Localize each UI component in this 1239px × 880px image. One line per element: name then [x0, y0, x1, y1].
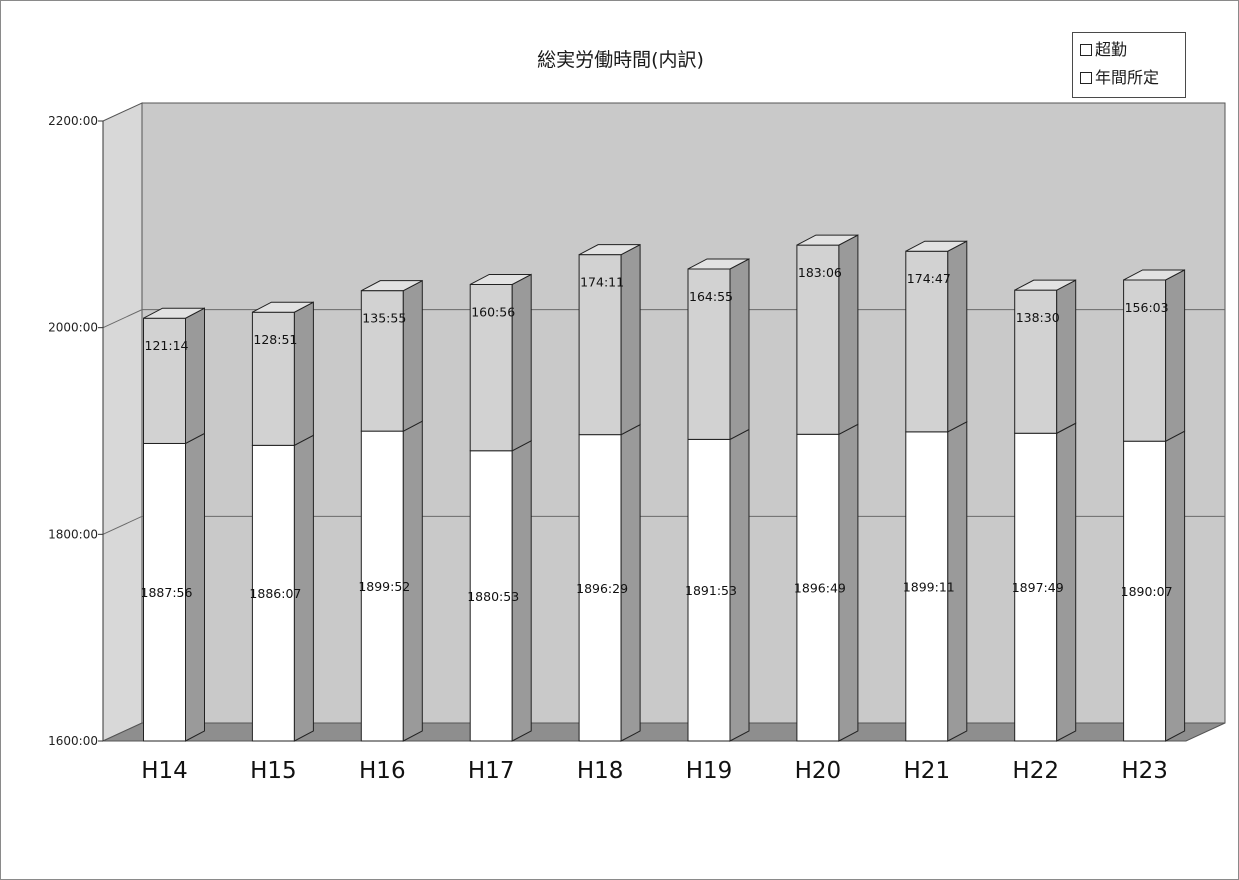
bar-overtime-side-H19	[729, 258, 750, 441]
bar-group-H16: 1899:52 135:55	[358, 279, 423, 742]
x-tick-label-H20: H20	[795, 758, 842, 784]
bar-regular-H18	[578, 434, 622, 742]
data-label-overtime-H22: 138:30	[1016, 310, 1060, 325]
x-tick-label-H21: H21	[904, 758, 951, 784]
x-tick-label-H23: H23	[1121, 758, 1168, 784]
bar-top-H15	[252, 301, 314, 313]
y-tick-label-1: 1800:00	[48, 527, 98, 541]
bar-top-H23	[1123, 269, 1185, 281]
bar-regular-H23	[1123, 440, 1167, 742]
bar-regular-H15	[251, 444, 295, 742]
bar-overtime-H19	[687, 268, 731, 440]
data-label-overtime-H16: 135:55	[362, 311, 406, 326]
y-tick-label-2: 2000:00	[48, 321, 98, 335]
chart-side-wall	[102, 102, 143, 742]
data-label-regular-H16: 1899:52	[358, 579, 410, 594]
bar-overtime-H15	[251, 311, 295, 446]
legend-label-regular: 年間所定	[1095, 68, 1160, 87]
bar-top-H14	[143, 307, 205, 319]
bar-regular-H16	[360, 430, 404, 742]
bar-overtime-H17	[469, 283, 513, 452]
x-tick-label-H19: H19	[686, 758, 733, 784]
bar-top-H18	[578, 244, 641, 256]
data-label-regular-H14: 1887:56	[141, 585, 193, 600]
data-label-overtime-H15: 128:51	[253, 332, 297, 347]
data-label-overtime-H21: 174:47	[907, 271, 951, 286]
data-label-regular-H23: 1890:07	[1121, 584, 1173, 599]
bar-overtime-side-H15	[293, 301, 314, 447]
bar-overtime-side-H18	[620, 243, 641, 436]
data-label-overtime-H18: 174:11	[580, 275, 624, 290]
bar-group-H23: 1890:07 156:03	[1121, 269, 1186, 742]
gridline-2	[102, 309, 1225, 329]
bar-top-H21	[905, 240, 968, 252]
data-label-overtime-H14: 121:14	[145, 338, 189, 353]
bar-group-H20: 1896:49 183:06	[794, 234, 859, 742]
bar-regular-H17	[469, 450, 513, 742]
data-label-regular-H20: 1896:49	[794, 581, 846, 596]
bar-group-H15: 1886:07 128:51	[249, 301, 314, 742]
bar-overtime-side-H16	[402, 279, 423, 432]
bar-regular-H20	[796, 433, 840, 742]
bar-top-H16	[361, 280, 423, 292]
bar-top-H19	[687, 258, 750, 270]
x-tick-label-H17: H17	[468, 758, 515, 784]
bar-group-H19: 1891:53 164:55	[685, 258, 750, 742]
data-label-regular-H18: 1896:29	[576, 581, 628, 596]
data-label-overtime-H19: 164:55	[689, 289, 733, 304]
bar-top-H17	[469, 273, 532, 285]
data-label-overtime-H17: 160:56	[471, 304, 515, 319]
x-tick-label-H16: H16	[359, 758, 406, 784]
y-tick-label-3: 2200:00	[48, 114, 98, 128]
bar-regular-H22	[1014, 432, 1058, 742]
bar-regular-H19	[687, 438, 731, 742]
bar-group-H21: 1899:11 174:47	[903, 240, 968, 742]
legend-label-overtime: 超勤	[1095, 40, 1128, 59]
gridline-1	[102, 515, 1225, 535]
x-tick-label-H15: H15	[250, 758, 297, 784]
data-label-overtime-H20: 183:06	[798, 265, 842, 280]
data-label-regular-H22: 1897:49	[1012, 580, 1064, 595]
data-label-overtime-H23: 156:03	[1125, 300, 1169, 315]
legend-item-overtime: 超勤	[1080, 36, 1185, 64]
bar-group-H14: 1887:56 121:14	[141, 307, 205, 742]
bar-regular-H14	[143, 442, 186, 742]
bar-group-H18: 1896:29 174:11	[576, 243, 641, 742]
bar-regular-H21	[905, 431, 949, 742]
bar-group-H22: 1897:49 138:30	[1012, 279, 1077, 742]
legend-swatch-regular	[1080, 72, 1092, 84]
y-tick-label-0: 1600:00	[48, 734, 98, 748]
bar-top-H20	[796, 234, 859, 246]
bar-overtime-side-H23	[1165, 269, 1186, 443]
legend-swatch-overtime	[1080, 44, 1092, 56]
bar-overtime-H14	[143, 317, 186, 444]
bar-top-H22	[1014, 279, 1076, 291]
legend-item-regular: 年間所定	[1080, 64, 1185, 92]
bar-overtime-side-H14	[185, 307, 205, 445]
x-tick-label-H22: H22	[1012, 758, 1059, 784]
chart-title: 総実労働時間(内訳)	[537, 49, 704, 71]
bar-overtime-side-H17	[511, 273, 532, 452]
chart-legend: 超勤 年間所定	[1072, 32, 1186, 98]
bar-overtime-H22	[1014, 289, 1058, 434]
x-tick-label-H18: H18	[577, 758, 624, 784]
data-label-regular-H17: 1880:53	[467, 589, 519, 604]
data-label-regular-H15: 1886:07	[249, 586, 301, 601]
bar-group-H17: 1880:53 160:56	[467, 273, 532, 742]
data-label-regular-H19: 1891:53	[685, 583, 737, 598]
data-label-regular-H21: 1899:11	[903, 579, 955, 594]
bar-overtime-side-H22	[1056, 279, 1077, 435]
bar-overtime-side-H21	[947, 240, 968, 433]
x-tick-label-H14: H14	[141, 758, 188, 784]
